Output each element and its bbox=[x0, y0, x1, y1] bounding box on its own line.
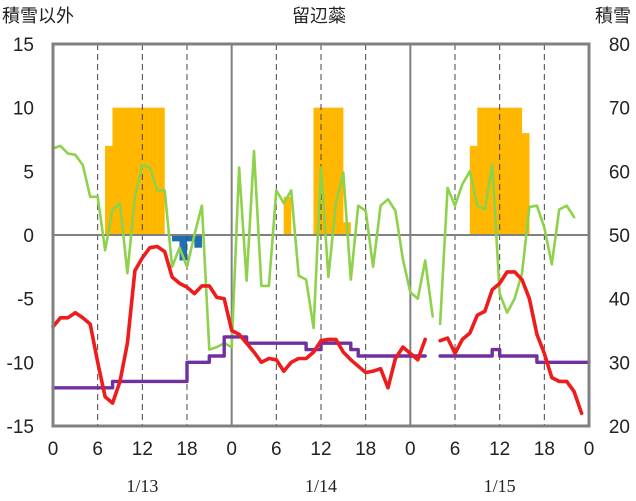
y-left-tick-6: -15 bbox=[7, 417, 34, 438]
y-right-tick-2: 60 bbox=[609, 162, 630, 183]
y-right-tick-4: 40 bbox=[609, 290, 630, 311]
x-tick-1: 6 bbox=[92, 439, 103, 460]
precip-bar-18 bbox=[499, 107, 508, 235]
precip-negative-bar-3 bbox=[194, 235, 202, 248]
precip-bar-21 bbox=[521, 133, 530, 235]
gridlines-layer bbox=[53, 44, 589, 426]
precip-bar-1 bbox=[112, 107, 121, 235]
precip-bar-17 bbox=[492, 107, 500, 235]
labels-layer: 留辺蘂 積雪以外 積雪 151050-5-10-1580706050403020… bbox=[2, 6, 631, 496]
precip-bar-4 bbox=[134, 107, 143, 235]
lines-layer bbox=[51, 144, 591, 416]
snow_depth-line-0 bbox=[51, 335, 427, 390]
wind-line-1 bbox=[438, 163, 576, 326]
bars-layer bbox=[105, 107, 530, 261]
chart-title: 留辺蘂 bbox=[292, 6, 346, 27]
precip-bar-11 bbox=[328, 107, 336, 235]
axes-layer bbox=[51, 42, 591, 428]
y-right-tick-3: 50 bbox=[609, 226, 630, 247]
precip-bar-0 bbox=[105, 145, 113, 235]
precip-bar-7 bbox=[157, 107, 165, 235]
date-label-0: 1/13 bbox=[126, 476, 158, 496]
y-left-tick-0: 15 bbox=[13, 35, 34, 56]
x-tick-7: 18 bbox=[355, 439, 376, 460]
precip-bar-16 bbox=[484, 107, 493, 235]
precip-negative-bar-1 bbox=[179, 235, 188, 261]
y-right-axis-label: 積雪 bbox=[595, 6, 631, 27]
date-label-2: 1/15 bbox=[484, 476, 516, 496]
x-tick-3: 18 bbox=[176, 439, 197, 460]
precip-bar-6 bbox=[149, 107, 158, 235]
precip-bar-15 bbox=[477, 107, 485, 235]
y-left-tick-3: 0 bbox=[23, 226, 34, 247]
x-tick-5: 6 bbox=[271, 439, 282, 460]
precip-bar-12 bbox=[335, 107, 344, 235]
precip-bar-2 bbox=[119, 107, 128, 235]
temperature-line-1 bbox=[438, 270, 584, 416]
x-tick-2: 12 bbox=[132, 439, 153, 460]
x-tick-12: 0 bbox=[584, 439, 595, 460]
precip-bar-3 bbox=[127, 107, 135, 235]
x-tick-6: 12 bbox=[310, 439, 331, 460]
y-left-axis-label: 積雪以外 bbox=[2, 6, 74, 27]
y-right-tick-0: 80 bbox=[609, 35, 630, 56]
precip-bar-19 bbox=[507, 107, 515, 235]
plot-frame bbox=[51, 42, 591, 428]
x-tick-11: 18 bbox=[534, 439, 555, 460]
y-left-tick-2: 5 bbox=[23, 162, 34, 183]
x-tick-0: 0 bbox=[48, 439, 59, 460]
y-right-tick-5: 30 bbox=[609, 353, 630, 374]
precip-bar-9 bbox=[313, 107, 322, 235]
precip-negative-bar-2 bbox=[186, 235, 195, 242]
temperature-line-0 bbox=[51, 244, 427, 405]
y-left-tick-5: -10 bbox=[7, 353, 34, 374]
precip-negative-bar-0 bbox=[172, 235, 180, 242]
y-left-tick-4: -5 bbox=[17, 290, 34, 311]
wind-line-0 bbox=[51, 144, 434, 351]
y-right-tick-1: 70 bbox=[609, 99, 630, 120]
precip-bar-5 bbox=[142, 107, 150, 235]
snow_depth-line-1 bbox=[438, 347, 591, 364]
date-label-1: 1/14 bbox=[305, 476, 337, 496]
x-tick-4: 0 bbox=[226, 439, 237, 460]
precip-bar-10 bbox=[320, 107, 329, 235]
y-left-tick-1: 10 bbox=[13, 99, 34, 120]
precip-bar-20 bbox=[514, 107, 523, 235]
x-tick-8: 0 bbox=[405, 439, 416, 460]
x-tick-10: 12 bbox=[489, 439, 510, 460]
x-tick-9: 6 bbox=[450, 439, 461, 460]
precip-bar-8 bbox=[283, 196, 292, 235]
y-right-tick-6: 20 bbox=[609, 417, 630, 438]
